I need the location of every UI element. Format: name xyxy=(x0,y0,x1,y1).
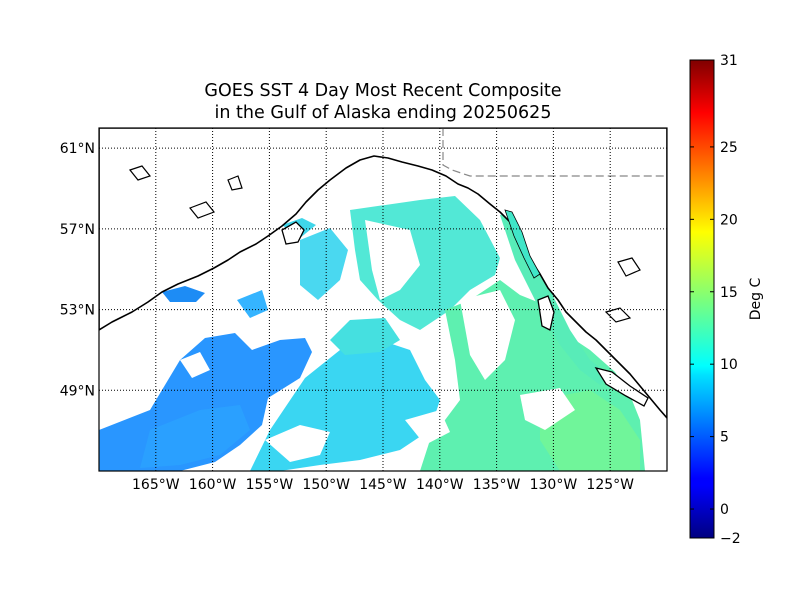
no-data-gap-2 xyxy=(460,290,515,380)
sst-patch-west-2 xyxy=(140,405,250,468)
parallel-label: 57°N xyxy=(60,222,95,238)
colorbar-tick-label: 0 xyxy=(720,502,729,518)
colorbar: −2 0 5 10 15 20 25 31 Deg C xyxy=(689,53,764,547)
sst-patch-central-2 xyxy=(330,318,400,355)
meridian-label: 125°W xyxy=(586,477,634,493)
alaska-coastline xyxy=(99,128,667,419)
sst-patch-west-4 xyxy=(237,290,268,318)
interior-lake-1 xyxy=(128,165,152,181)
sst-data-layer xyxy=(99,196,645,471)
graticule-labels: 165°W 160°W 155°W 150°W 145°W 140°W 135°W 130°W… xyxy=(60,141,634,493)
colorbar-ticks: −2 0 5 10 15 20 25 31 xyxy=(690,53,741,547)
sst-patch-central-3 xyxy=(300,228,348,300)
map-title: GOES SST 4 Day Most Recent Composite in … xyxy=(99,80,667,124)
colorbar-tick-label: 20 xyxy=(720,212,738,228)
no-data-gap-1 xyxy=(365,220,420,300)
colorbar-label: Deg C xyxy=(748,278,764,321)
meridian-label: 155°W xyxy=(246,477,294,493)
meridian-label: 140°W xyxy=(416,477,464,493)
no-data-gap-3 xyxy=(265,425,330,462)
meridian-label: 130°W xyxy=(530,477,578,493)
colorbar-tick-label: 5 xyxy=(720,430,729,446)
colorbar-gradient xyxy=(689,59,715,539)
colorbar-tick-label: 10 xyxy=(720,357,738,373)
meridian-label: 160°W xyxy=(189,477,237,493)
meridian-label: 145°W xyxy=(359,477,407,493)
meridian-label: 150°W xyxy=(302,477,350,493)
coastline-layer xyxy=(99,128,667,419)
colorbar-tick-label: 15 xyxy=(720,285,738,301)
vancouver-island xyxy=(594,366,649,407)
map-frame xyxy=(98,127,668,472)
title-line-1: GOES SST 4 Day Most Recent Composite xyxy=(204,81,562,101)
interior-coast-4 xyxy=(617,257,641,277)
interior-lake-2 xyxy=(189,201,215,219)
kodiak-island xyxy=(281,221,305,245)
title-line-2: in the Gulf of Alaska ending 20250625 xyxy=(214,103,552,123)
no-data-gap-4 xyxy=(520,388,575,430)
haida-gwaii xyxy=(537,295,555,331)
canada-border xyxy=(442,128,667,177)
parallel-label: 53°N xyxy=(60,303,95,319)
colorbar-tick-label: 31 xyxy=(720,53,738,69)
inside-passage-channel xyxy=(504,209,541,279)
parallel-label: 49°N xyxy=(60,383,95,399)
interior-lake-3 xyxy=(227,175,243,191)
parallel-label: 61°N xyxy=(60,141,95,157)
graticule-grid xyxy=(99,128,667,471)
meridian-label: 135°W xyxy=(473,477,521,493)
colorbar-tick-label: 25 xyxy=(720,140,738,156)
sst-patch-west-3 xyxy=(162,286,205,302)
colorbar-tick-label: −2 xyxy=(720,531,741,547)
meridian-label: 165°W xyxy=(132,477,180,493)
no-data-gap-6 xyxy=(405,410,450,445)
no-data-gap-5 xyxy=(180,352,210,378)
